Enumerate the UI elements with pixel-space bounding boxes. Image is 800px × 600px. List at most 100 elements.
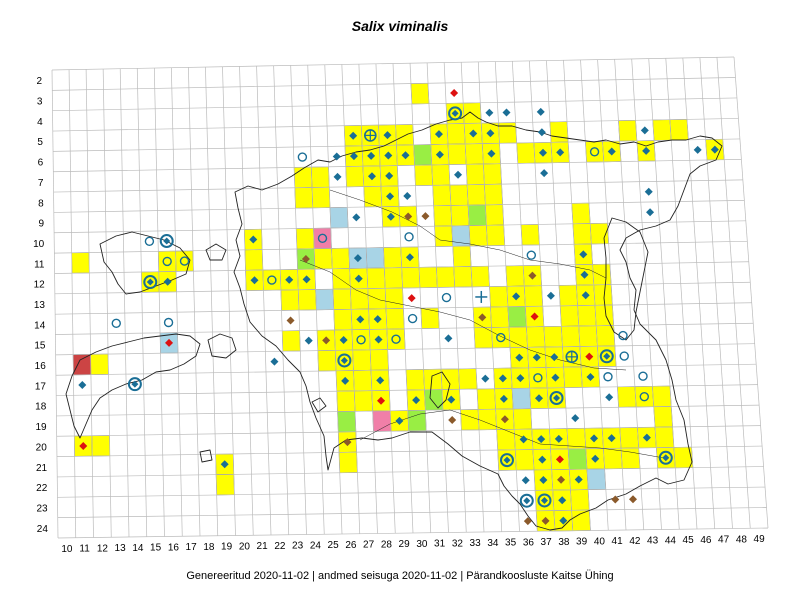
blue-diamond-marker	[333, 172, 342, 181]
occurrence-marker	[526, 250, 537, 260]
open-circle-marker	[639, 391, 650, 402]
grid-cell-yellow	[385, 308, 405, 330]
x-axis-label: 17	[186, 542, 198, 553]
blue-diamond-marker	[341, 376, 350, 385]
grid-line-v	[188, 67, 201, 537]
grid-cell-yellow	[434, 225, 454, 247]
grid-cell-yellow	[295, 228, 315, 250]
occurrence-marker	[79, 442, 88, 451]
y-axis-label: 8	[38, 198, 44, 209]
occurrence-marker	[538, 455, 547, 464]
x-axis-label: 48	[736, 534, 748, 545]
grid-cell-yellow	[158, 250, 177, 272]
grid-cell-blue	[365, 247, 385, 269]
red-diamond-marker	[165, 338, 174, 347]
grid-cell-yellow	[383, 246, 402, 269]
blue-diamond-marker	[586, 373, 595, 382]
blue-diamond-marker	[516, 374, 525, 383]
occurrence-marker	[385, 171, 394, 180]
x-axis-label: 15	[150, 543, 162, 554]
x-axis-label: 34	[487, 538, 499, 549]
blue-diamond-marker	[521, 476, 530, 485]
open-circle-marker	[441, 292, 452, 303]
occurrence-marker	[267, 275, 277, 285]
coastline	[65, 111, 723, 531]
x-axis-label: 26	[345, 540, 357, 551]
grid-cell-yellow	[354, 390, 373, 412]
grid-cell-yellow	[515, 449, 535, 471]
grid-line-v	[733, 56, 769, 529]
y-axis-label: 23	[36, 504, 48, 515]
occurrence-marker	[111, 318, 121, 329]
occurrence-marker	[373, 315, 382, 324]
blue-diamond-marker	[538, 455, 547, 464]
blue-diamond-marker	[481, 374, 490, 383]
y-axis-label: 24	[37, 524, 49, 535]
brown-diamond-marker	[611, 495, 620, 504]
grid-cell-yellow	[559, 305, 580, 327]
grid-cell-yellow	[669, 119, 689, 141]
open-circle-marker	[297, 152, 308, 162]
x-axis-label: 22	[274, 541, 286, 552]
y-axis-label: 11	[34, 259, 45, 270]
x-axis-label: 14	[132, 543, 144, 554]
grid-cell-yellow	[572, 223, 592, 245]
y-axis-label: 22	[36, 483, 48, 494]
occurrence-marker	[516, 374, 525, 383]
open-circle-marker	[407, 313, 418, 324]
blue-diamond-marker	[434, 130, 443, 139]
y-axis-label: 14	[34, 320, 46, 331]
grid-cell-yellow	[366, 267, 386, 289]
occurrence-marker	[693, 145, 702, 154]
x-axis-label: 44	[665, 535, 677, 546]
open-circle-marker	[618, 330, 628, 341]
grid-cell-blue	[511, 387, 532, 410]
x-axis-label: 18	[203, 542, 215, 553]
occurrence-marker	[619, 351, 629, 361]
grid-cell-yellow	[496, 429, 516, 451]
grid-cell-yellow	[433, 205, 453, 227]
occurrence-marker	[537, 128, 546, 137]
grid-cell-pink	[313, 227, 332, 249]
occurrence-marker	[486, 129, 495, 138]
occurrence-marker	[502, 108, 511, 117]
grid-cell-yellow	[280, 289, 300, 311]
grid-cell-yellow	[423, 368, 443, 391]
occurrence-marker	[403, 192, 412, 201]
blue-diamond-marker	[571, 414, 580, 423]
grid-line-v	[290, 65, 307, 535]
occurrence-marker	[448, 106, 463, 121]
blue-diamond-marker	[580, 270, 589, 279]
occurrence-marker	[354, 274, 363, 283]
target-ring-marker	[537, 493, 552, 508]
y-axis-label: 20	[36, 442, 48, 453]
grid-line-v	[273, 65, 290, 535]
grid-cell-yellow	[592, 263, 612, 286]
grid-cell-yellow	[386, 328, 406, 350]
occurrence-marker	[519, 435, 528, 444]
grid-line-v	[222, 66, 236, 536]
blue-diamond-marker	[352, 213, 361, 222]
grid-cell-yellow	[485, 204, 504, 226]
grid-line-h	[57, 486, 766, 498]
open-circle-marker	[496, 332, 506, 343]
grid-line-v	[699, 57, 733, 529]
occurrence-marker	[435, 150, 444, 159]
grid-cell-yellow	[512, 408, 533, 430]
open-circle-marker	[111, 318, 121, 329]
grid-line-v	[102, 69, 112, 538]
open-circle-marker	[163, 317, 174, 328]
occurrence-marker	[356, 315, 365, 324]
grid-cell-yellow	[524, 285, 544, 307]
grid-cell-yellow	[449, 184, 469, 206]
occurrence-marker	[317, 233, 328, 244]
grid-cell-yellow	[332, 268, 351, 290]
grid-cell-yellow	[363, 186, 383, 208]
cells-layer	[71, 83, 725, 532]
occurrence-marker	[353, 254, 362, 263]
grid-cell-yellow	[311, 166, 330, 188]
x-axis-label: 45	[683, 535, 695, 546]
occurrence-marker	[581, 291, 590, 300]
x-axis-label: 27	[363, 540, 375, 551]
occurrence-marker	[250, 276, 259, 285]
